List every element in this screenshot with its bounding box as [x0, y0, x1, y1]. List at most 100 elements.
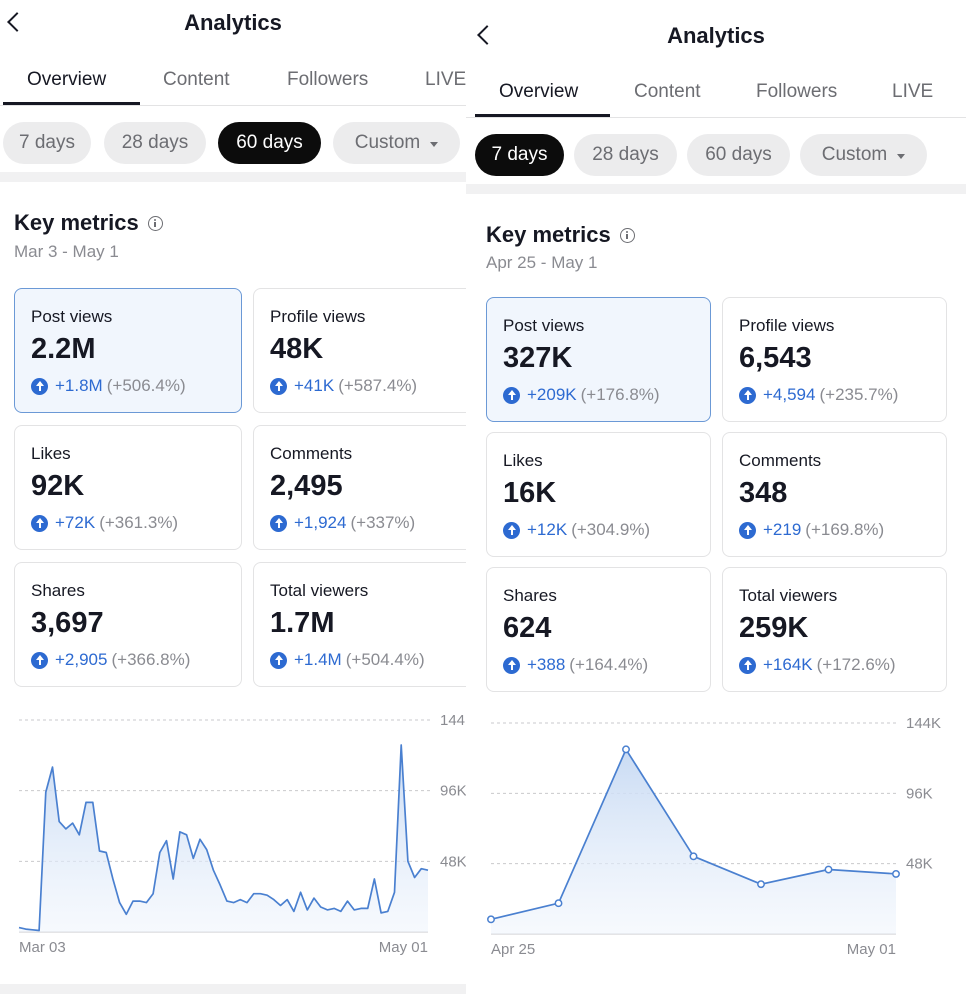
metric-card-shares[interactable]: Shares 624 +388 (+164.4%) — [486, 567, 711, 692]
page-title: Analytics — [667, 23, 765, 48]
metric-label: Shares — [503, 586, 557, 605]
metric-change: +2,905 (+366.8%) — [31, 650, 190, 670]
arrow-up-icon — [270, 514, 287, 532]
metric-label: Post views — [31, 307, 113, 326]
metric-card-total-viewers[interactable]: Total viewers 1.7M +1.4M (+504.4%) — [253, 562, 466, 687]
chip-28-days[interactable]: 28 days — [104, 122, 206, 164]
chip-7-days[interactable]: 7 days — [3, 122, 91, 164]
date-range-label: Mar 3 - May 1 — [14, 242, 119, 261]
metric-delta: +12K — [527, 520, 568, 539]
tab-overview[interactable]: Overview — [27, 69, 107, 90]
tab-overview[interactable]: Overview — [499, 81, 579, 102]
metric-value: 3,697 — [31, 607, 104, 639]
arrow-up-icon — [503, 386, 520, 404]
metric-change: +1,924 (+337%) — [270, 513, 415, 533]
arrow-up-icon — [739, 521, 756, 539]
active-tab-indicator — [475, 114, 610, 117]
metric-card-profile-views[interactable]: Profile views 6,543 +4,594 (+235.7%) — [722, 297, 947, 422]
metric-value: 259K — [739, 612, 809, 644]
metric-percent: (+235.7%) — [819, 385, 899, 404]
key-metrics-heading: Key metrics — [14, 210, 163, 236]
post-views-chart: 144K 96K 48K Mar 03 May 01 — [0, 700, 466, 970]
chip-28-days[interactable]: 28 days — [574, 134, 677, 176]
tab-content[interactable]: Content — [163, 69, 230, 90]
chip-custom-label: Custom — [354, 132, 421, 153]
arrow-up-icon — [270, 651, 287, 669]
metric-change: +209K (+176.8%) — [503, 385, 660, 405]
metric-delta: +2,905 — [55, 650, 108, 669]
y-tick-label: 48K — [906, 856, 933, 873]
metric-percent: (+169.8%) — [805, 520, 885, 539]
metric-percent: (+587.4%) — [338, 376, 418, 395]
nav-bar: Analytics — [466, 0, 966, 48]
metric-card-likes[interactable]: Likes 92K +72K (+361.3%) — [14, 425, 242, 550]
metric-card-post-views[interactable]: Post views 2.2M +1.8M (+506.4%) — [14, 288, 242, 413]
metric-label: Likes — [503, 451, 543, 470]
section-divider — [466, 184, 966, 194]
metric-card-total-viewers[interactable]: Total viewers 259K +164K (+172.6%) — [722, 567, 947, 692]
metric-change: +1.8M (+506.4%) — [31, 376, 186, 396]
post-views-chart: 144K 96K 48K Apr 25 May 01 — [466, 700, 966, 970]
arrow-up-icon — [739, 386, 756, 404]
data-point — [622, 745, 630, 754]
metric-delta: +72K — [55, 513, 96, 532]
chip-60-days[interactable]: 60 days — [687, 134, 790, 176]
metric-label: Profile views — [739, 316, 835, 335]
arrow-up-icon — [31, 651, 48, 669]
arrow-up-icon — [503, 656, 520, 674]
metric-label: Post views — [503, 316, 585, 335]
metric-percent: (+506.4%) — [106, 376, 186, 395]
arrow-up-icon — [270, 377, 287, 395]
section-divider — [0, 172, 466, 182]
metric-card-comments[interactable]: Comments 348 +219 (+169.8%) — [722, 432, 947, 557]
date-range-selector: 7 days 28 days 60 days Custom — [0, 112, 466, 172]
tab-bar: Overview Content Followers LIVE — [0, 62, 466, 106]
data-point — [824, 865, 833, 874]
key-metrics-title: Key metrics — [486, 222, 611, 247]
metric-value: 2.2M — [31, 333, 96, 365]
metric-delta: +4,594 — [763, 385, 816, 404]
data-point — [487, 915, 495, 924]
metric-percent: (+176.8%) — [580, 385, 660, 404]
metric-label: Profile views — [270, 307, 366, 326]
metric-value: 2,495 — [270, 470, 343, 502]
metric-change: +12K (+304.9%) — [503, 520, 650, 540]
active-tab-indicator — [3, 102, 140, 105]
metric-card-comments[interactable]: Comments 2,495 +1,924 (+337%) — [253, 425, 466, 550]
data-point — [757, 880, 765, 889]
series-area — [19, 745, 428, 932]
chip-60-days[interactable]: 60 days — [218, 122, 321, 164]
metric-card-post-views[interactable]: Post views 327K +209K (+176.8%) — [486, 297, 711, 422]
right-screen: Analytics Overview Content Followers LIV… — [466, 0, 966, 994]
info-icon[interactable] — [619, 227, 635, 243]
arrow-up-icon — [31, 377, 48, 395]
nav-bar: Analytics — [0, 0, 466, 44]
chip-custom[interactable]: Custom — [800, 134, 927, 176]
tab-live[interactable]: LIVE — [425, 69, 466, 90]
chip-7-days[interactable]: 7 days — [475, 134, 564, 176]
key-metrics-title: Key metrics — [14, 210, 139, 235]
x-start-label: Mar 03 — [19, 939, 66, 956]
metric-percent: (+504.4%) — [345, 650, 425, 669]
metric-delta: +1,924 — [294, 513, 347, 532]
x-start-label: Apr 25 — [491, 941, 535, 958]
metric-card-profile-views[interactable]: Profile views 48K +41K (+587.4%) — [253, 288, 466, 413]
metric-card-likes[interactable]: Likes 16K +12K (+304.9%) — [486, 432, 711, 557]
info-icon[interactable] — [147, 215, 163, 231]
tab-live[interactable]: LIVE — [892, 81, 934, 102]
tab-followers[interactable]: Followers — [756, 81, 838, 102]
metric-percent: (+337%) — [350, 513, 416, 532]
metric-label: Total viewers — [270, 581, 369, 600]
tab-content[interactable]: Content — [634, 81, 701, 102]
tab-followers[interactable]: Followers — [287, 69, 369, 90]
metric-delta: +41K — [294, 376, 335, 395]
metric-card-shares[interactable]: Shares 3,697 +2,905 (+366.8%) — [14, 562, 242, 687]
metric-delta: +1.4M — [294, 650, 342, 669]
chart-svg: 144K 96K 48K Mar 03 May 01 — [18, 712, 466, 956]
chip-custom[interactable]: Custom — [333, 122, 460, 164]
metric-percent: (+366.8%) — [111, 650, 191, 669]
metric-value: 624 — [503, 612, 552, 644]
metric-percent: (+361.3%) — [99, 513, 179, 532]
arrow-up-icon — [31, 514, 48, 532]
data-point — [892, 869, 900, 878]
